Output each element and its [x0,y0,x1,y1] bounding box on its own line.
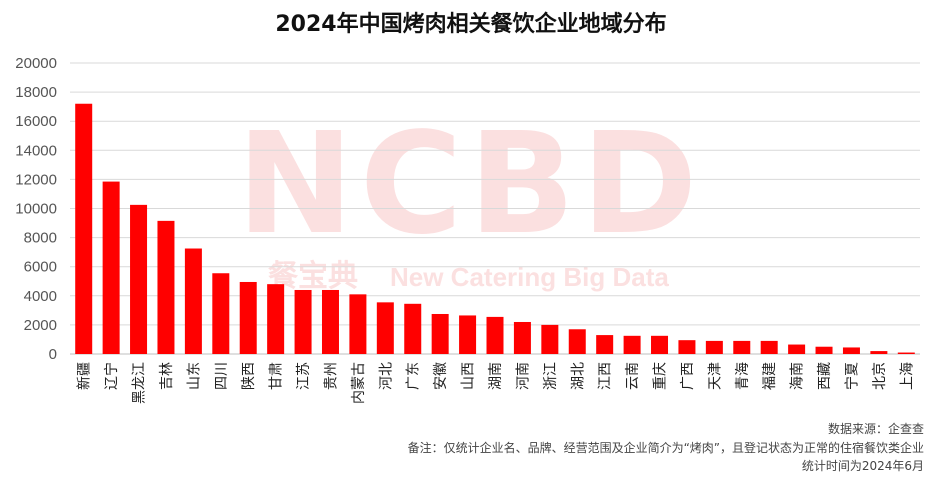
bar [431,313,449,354]
bar [267,284,285,354]
bar [239,281,257,354]
y-tick-label: 10000 [15,201,57,218]
y-tick-label: 4000 [24,288,57,305]
x-tick-label: 西藏 [817,362,833,390]
bar [321,289,339,354]
bar [184,248,202,354]
x-tick-label: 内蒙古 [351,362,367,404]
y-tick-label: 12000 [15,171,57,188]
x-tick-label: 广东 [406,362,422,390]
bar [678,340,696,354]
data-source: 数据来源：企查查 [827,422,924,436]
x-tick-label: 湖北 [570,362,586,390]
x-tick-label: 四川 [214,362,230,390]
bar [459,315,477,354]
x-tick-label: 浙江 [543,362,559,390]
x-tick-label: 陕西 [241,362,257,390]
bar [596,335,614,354]
bar [212,273,230,354]
x-tick-label: 贵州 [323,362,339,390]
watermark-logo: NCBD [237,103,704,266]
bar [130,204,148,354]
y-tick-label: 0 [49,346,57,363]
x-tick-label: 江苏 [296,362,312,390]
x-tick-label: 黑龙江 [132,362,148,404]
y-tick-label: 8000 [24,230,57,247]
chart-title: 2024年中国烤肉相关餐饮企业地域分布 [275,12,667,37]
x-tick-label: 青海 [735,362,751,390]
x-axis: 新疆 辽宁 黑龙江 吉林 山东 四川 陕西 甘肃 江苏 贵州 内蒙古 河北 广东 安徽 山西 湖南 河南 浙江 湖北… [77,362,916,404]
bar [705,340,723,354]
x-tick-label: 安徽 [433,362,449,390]
bar [294,289,312,354]
y-tick-label: 20000 [15,55,57,72]
gridlines [70,62,920,355]
x-tick-label: 河北 [378,362,394,390]
x-tick-label: 广西 [680,362,696,390]
bar [842,347,860,354]
x-tick-label: 海南 [790,362,806,390]
y-tick-label: 16000 [15,113,57,130]
x-tick-label: 宁夏 [843,362,860,390]
x-tick-label: 江西 [598,362,614,390]
bar [733,340,751,354]
bar [513,321,531,354]
bar [870,351,888,354]
x-tick-label: 上海 [899,362,915,390]
bar [815,346,833,354]
stat-time: 统计时间为2024年6月 [801,459,924,473]
x-tick-label: 云南 [625,362,641,390]
bar [102,181,120,354]
bar [788,344,806,354]
y-axis: 0 2000 4000 6000 8000 10000 12000 14000 16000 180… [15,55,57,363]
bar [157,220,175,354]
x-tick-label: 重庆 [653,362,669,390]
x-tick-label: 山西 [461,362,477,390]
bar [623,335,641,354]
bar [568,329,586,354]
x-tick-label: 福建 [762,362,778,390]
bar [760,340,778,354]
y-tick-label: 2000 [24,317,57,334]
bar [486,316,504,354]
bars [75,103,915,355]
x-tick-label: 湖南 [488,362,504,390]
x-tick-label: 新疆 [77,362,93,390]
bar [541,324,559,354]
y-tick-label: 18000 [15,84,57,101]
bar [75,103,93,355]
bar [349,294,367,354]
watermark: NCBD 餐宝典 New Catering Big Data [237,103,704,294]
bar [897,352,915,354]
y-tick-label: 6000 [24,259,57,276]
bar [376,302,394,354]
bar [651,335,669,354]
footnote: 备注：仅统计企业名、品牌、经营范围及企业简介为“烤肉”，且登记状态为正常的住宿餐… [407,441,924,455]
x-tick-label: 山东 [186,362,202,390]
x-tick-label: 天津 [707,362,723,390]
x-tick-label: 吉林 [159,362,175,390]
x-tick-label: 河南 [515,362,531,390]
y-tick-label: 14000 [15,142,57,159]
x-tick-label: 甘肃 [269,362,285,390]
bar [404,303,422,354]
x-tick-label: 辽宁 [103,362,120,390]
x-tick-label: 北京 [872,362,888,390]
